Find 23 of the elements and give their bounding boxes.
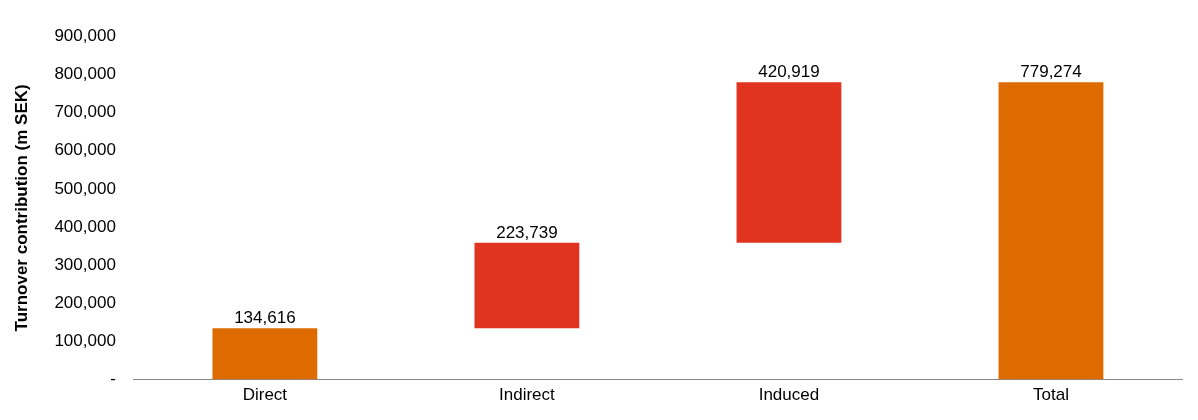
data-label: 223,739	[496, 223, 558, 243]
y-tick-label: 800,000	[54, 64, 116, 84]
data-label: 420,919	[758, 62, 820, 82]
y-tick-label: 500,000	[54, 178, 116, 198]
data-label: 779,274	[1020, 62, 1082, 82]
y-tick-label: 900,000	[54, 25, 116, 45]
bar	[474, 242, 580, 329]
x-tick-label: Induced	[758, 385, 820, 405]
y-tick-label: 200,000	[54, 292, 116, 312]
x-tick-label: Indirect	[499, 385, 556, 405]
x-tick-label: Direct	[242, 385, 288, 405]
bar	[998, 82, 1104, 380]
data-label: 134,616	[234, 308, 296, 328]
y-tick-label: 700,000	[54, 102, 116, 122]
x-tick-label: Total	[1033, 385, 1069, 405]
bar	[736, 82, 842, 243]
y-tick-label: 300,000	[54, 254, 116, 274]
y-tick-label: 400,000	[54, 216, 116, 236]
y-tick-label: 600,000	[54, 140, 116, 160]
y-tick-label: 100,000	[54, 331, 116, 351]
y-axis-title: Turnover contribution (m SEK)	[11, 84, 31, 332]
y-tick-label: -	[110, 369, 116, 389]
bar	[212, 328, 318, 380]
